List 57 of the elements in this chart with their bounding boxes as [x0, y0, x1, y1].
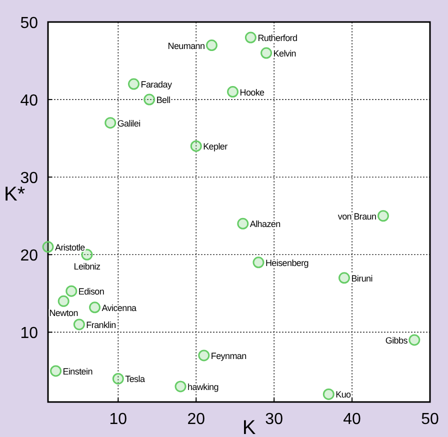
point: [89, 302, 101, 314]
point: [66, 285, 78, 297]
point: [322, 388, 334, 400]
point: [73, 318, 85, 330]
annotation: Biruni: [351, 273, 373, 284]
annotation: Edison: [78, 286, 104, 297]
point: [260, 47, 272, 59]
point: [408, 334, 420, 346]
point: [42, 241, 54, 253]
point: [128, 78, 140, 90]
annotation: Gibbs: [385, 335, 408, 346]
annotation: Einstein: [62, 366, 93, 376]
annotation: Newton: [49, 308, 78, 318]
annotation: Avicenna: [102, 302, 137, 313]
y-tick-label: 20: [20, 248, 38, 265]
x-tick-label: 50: [421, 411, 439, 428]
point: [377, 210, 389, 222]
point: [58, 295, 70, 307]
annotation: von Braun: [338, 211, 377, 222]
point: [198, 350, 210, 362]
annotation: Kepler: [203, 142, 228, 152]
annotation: Aristotle: [55, 242, 86, 252]
point: [190, 140, 202, 152]
point: [206, 40, 218, 52]
annotation: Hooke: [240, 87, 265, 98]
annotation: Kuo: [336, 390, 352, 400]
point: [112, 372, 124, 384]
point: [227, 86, 239, 98]
y-tick-label: 10: [20, 325, 38, 342]
point: [50, 365, 62, 377]
annotation: Neumann: [168, 40, 205, 51]
x-axis-title: K: [242, 417, 256, 437]
x-tick-label: 10: [109, 411, 128, 428]
annotation: Kelvin: [273, 48, 296, 59]
x-tick-label: 40: [343, 411, 362, 428]
y-tick-label: 50: [20, 15, 38, 32]
point: [244, 32, 256, 44]
point: [144, 94, 156, 106]
x-tick-label: 30: [265, 411, 284, 428]
annotation: Heisenberg: [265, 258, 309, 268]
annotation: hawking: [188, 382, 219, 392]
annotation: Galilei: [117, 118, 141, 128]
annotation: Feynman: [210, 350, 247, 361]
annotation: Faraday: [140, 80, 172, 90]
annotation: Leibniz: [74, 262, 101, 272]
x-tick-label: 20: [187, 411, 206, 428]
point: [252, 256, 264, 268]
annotation: Tesla: [125, 374, 145, 384]
point: [338, 272, 350, 284]
annotation: Rutherford: [258, 33, 298, 44]
y-tick-label: 40: [20, 92, 38, 110]
annotation: Bell: [156, 95, 170, 106]
point: [104, 117, 116, 129]
point: [237, 218, 249, 230]
annotation: Franklin: [86, 320, 116, 330]
annotation: Alhazen: [250, 219, 281, 230]
point: [174, 380, 186, 392]
